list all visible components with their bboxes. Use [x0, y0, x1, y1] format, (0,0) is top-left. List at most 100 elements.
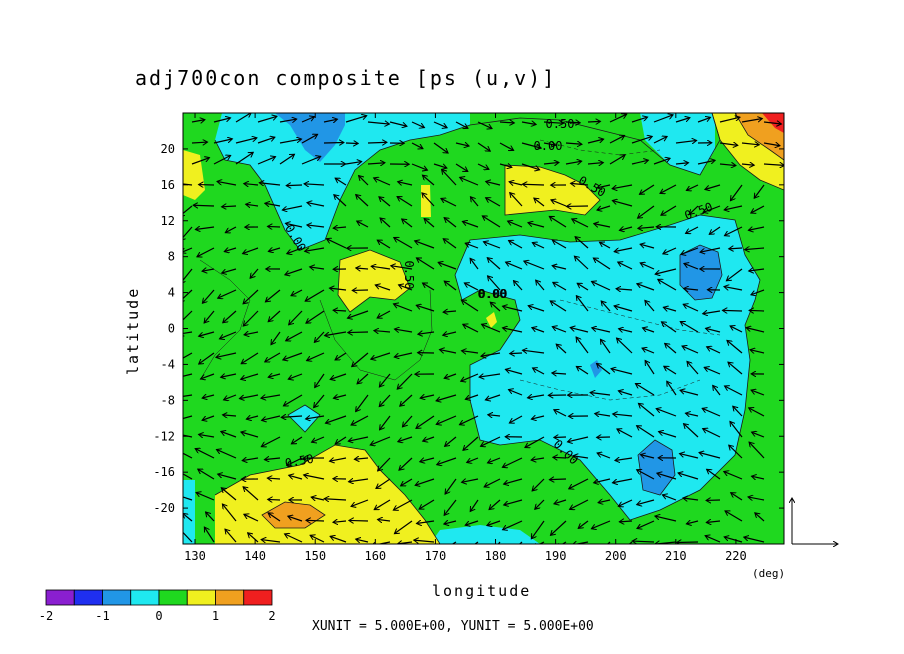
wind-vector: [267, 478, 281, 479]
wind-vector: [330, 373, 347, 379]
wind-vector: [482, 324, 501, 333]
wind-vector: [265, 203, 281, 206]
wind-vector: [550, 301, 567, 312]
wind-vector: [746, 328, 765, 333]
wind-vector: [543, 122, 564, 123]
wind-vector: [587, 139, 604, 144]
wind-vector: [285, 223, 303, 228]
wind-vector: [183, 247, 193, 253]
wind-vector: [637, 470, 655, 480]
wind-vector: [213, 139, 232, 144]
wind-vector: [484, 478, 501, 487]
wind-vector: [455, 163, 468, 171]
wind-vector: [221, 374, 237, 377]
wind-vector: [609, 154, 625, 165]
colorbar-legend: -2 -1 0 1 2: [39, 589, 276, 623]
wind-vector: [304, 184, 325, 185]
wind-vector: [683, 498, 699, 500]
wind-vector: [552, 240, 567, 249]
region-blue-north: [275, 113, 345, 162]
region-cyan-northeast: [640, 113, 715, 175]
wind-vector: [752, 432, 765, 438]
wind-vector: [356, 268, 369, 269]
wind-vector: [268, 310, 281, 322]
wind-vector: [724, 471, 743, 480]
wind-vector: [221, 431, 237, 438]
wind-vector: [521, 163, 540, 170]
wind-vector: [359, 176, 369, 186]
wind-vector: [202, 289, 215, 303]
wind-vector: [305, 247, 325, 251]
region-cyan-south: [430, 525, 540, 544]
wind-vector: [354, 458, 369, 459]
colorbar-swatch: [186, 589, 216, 606]
wind-vector: [243, 247, 259, 254]
wind-vector: [445, 478, 457, 494]
wind-vector: [499, 142, 514, 150]
x-tick-label: 170: [425, 549, 447, 563]
wind-vector: [638, 227, 655, 228]
wind-vector: [420, 395, 435, 398]
wind-vector: [532, 243, 545, 249]
wind-vector: [597, 205, 611, 210]
wind-vectors: [183, 113, 784, 544]
wind-vector: [441, 198, 457, 207]
wind-vector: [680, 322, 699, 333]
wind-vector: [465, 243, 479, 249]
y-axis-label: latitude: [124, 287, 142, 375]
wind-vector: [524, 261, 545, 270]
wind-vector: [653, 115, 673, 123]
wind-vector: [707, 469, 721, 480]
wind-vector: [597, 453, 611, 459]
wind-vector: [509, 182, 523, 185]
wind-vector: [352, 352, 369, 367]
wind-vector: [288, 373, 303, 379]
wind-vector: [288, 516, 303, 522]
wind-vector: [599, 242, 611, 249]
wind-vector: [640, 244, 655, 249]
wind-vector: [697, 117, 710, 123]
wind-vector: [222, 268, 237, 273]
wind-vector: [398, 436, 413, 442]
wind-vector: [347, 310, 369, 318]
wind-vector: [749, 442, 765, 459]
wind-vector: [333, 310, 347, 311]
wind-vector: [533, 368, 545, 375]
wind-vector: [325, 331, 347, 336]
wind-vector: [470, 499, 479, 512]
wind-vector: [487, 258, 501, 270]
wind-vector: [719, 143, 738, 145]
wind-vector: [638, 205, 655, 218]
contour-line: [679, 244, 723, 301]
wind-vector: [521, 122, 536, 124]
wind-vector: [463, 436, 479, 450]
wind-vector: [183, 373, 193, 377]
y-tick-label: -4: [161, 357, 175, 371]
colorbar-swatch: [102, 589, 132, 606]
wind-vector: [401, 478, 413, 487]
wind-vector: [420, 457, 435, 462]
wind-vector: [422, 282, 435, 291]
wind-vector: [665, 343, 677, 354]
wind-vector: [565, 143, 582, 144]
wind-vector: [243, 289, 259, 304]
wind-vector: [394, 352, 413, 357]
wind-vector: [374, 331, 391, 332]
wind-vector: [279, 119, 297, 122]
region-cyan-southwest: [183, 480, 195, 544]
wind-vector: [378, 519, 391, 521]
wind-vector: [656, 409, 677, 417]
wind-vector: [394, 520, 413, 534]
wind-vector: [569, 478, 589, 489]
wind-vector: [202, 415, 215, 420]
wind-vector: [576, 337, 589, 354]
x-axis-label: longitude: [432, 582, 531, 600]
wind-vector: [730, 184, 743, 201]
region-yellow-small-b: [486, 312, 497, 328]
wind-vector: [741, 164, 754, 165]
wind-vector: [477, 163, 489, 169]
wind-vector: [356, 394, 369, 412]
wind-vector: [250, 268, 259, 278]
wind-vector: [751, 205, 765, 213]
wind-vector: [183, 527, 193, 543]
